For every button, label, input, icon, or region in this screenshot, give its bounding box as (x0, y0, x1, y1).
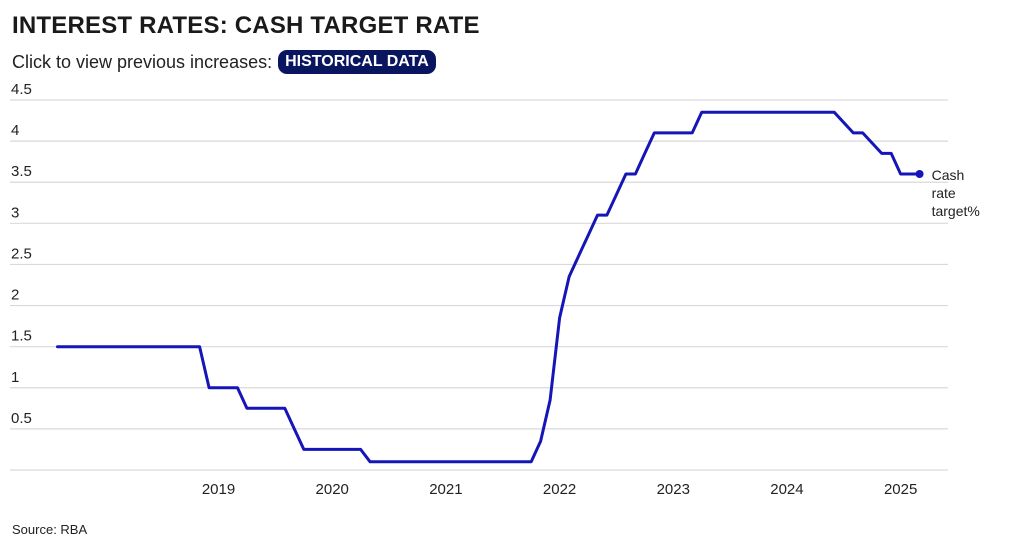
y-tick-label: 3.5 (11, 163, 32, 180)
x-tick-label: 2022 (543, 481, 576, 498)
y-tick-label: 2.5 (11, 245, 32, 262)
y-tick-label: 1.5 (11, 328, 32, 345)
series-end-point (915, 170, 924, 178)
source-note: Source: RBA (12, 522, 88, 537)
series-label-line: rate (932, 185, 956, 201)
series-label-line: target% (932, 203, 980, 219)
series-label: Cash rate target% (932, 167, 980, 219)
y-tick-label: 0.5 (11, 410, 32, 427)
x-tick-label: 2021 (429, 481, 462, 498)
subtitle-row: Click to view previous increases: HISTOR… (12, 50, 436, 74)
y-tick-label: 4.5 (11, 81, 32, 98)
y-tick-label: 4 (11, 122, 19, 139)
x-tick-label: 2023 (657, 481, 690, 498)
y-tick-label: 3 (11, 204, 19, 221)
grid-lines (10, 99, 948, 471)
series-line (56, 110, 922, 464)
chart-title: INTEREST RATES: CASH TARGET RATE (12, 12, 480, 39)
series-label-line: Cash (932, 167, 965, 183)
y-axis-ticks: 0.5 1 1.5 2 2.5 3 3.5 4 4.5 (11, 81, 32, 427)
x-tick-label: 2025 (884, 481, 917, 498)
y-tick-label: 2 (11, 287, 19, 304)
y-tick-label: 1 (11, 369, 19, 386)
historical-data-button[interactable]: HISTORICAL DATA (278, 50, 436, 74)
x-tick-label: 2024 (770, 481, 803, 498)
x-tick-label: 2019 (202, 481, 235, 498)
x-tick-label: 2020 (316, 481, 349, 498)
subtitle-text: Click to view previous increases: (12, 51, 273, 72)
series-layer: Cash rate target% (56, 110, 980, 464)
x-axis-ticks: 2019 2020 2021 2022 2023 2024 2025 (202, 481, 917, 498)
